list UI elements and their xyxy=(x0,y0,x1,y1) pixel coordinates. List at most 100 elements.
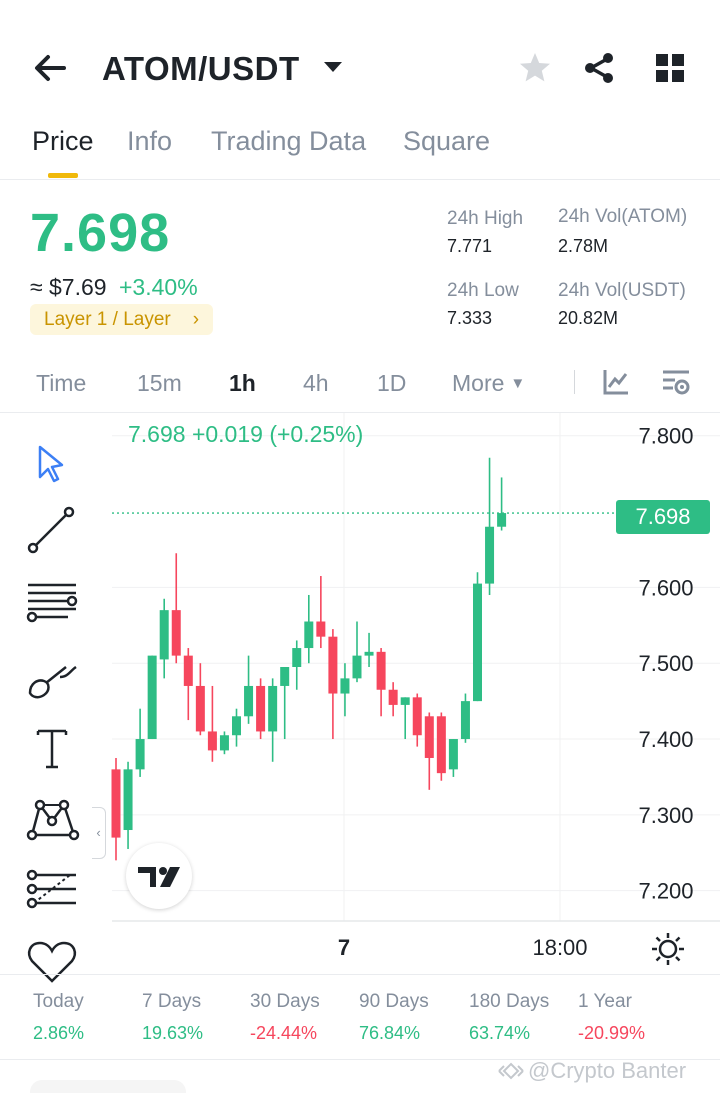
perf-value-7d: 19.63% xyxy=(142,1023,204,1043)
sun-settings-icon[interactable] xyxy=(650,931,686,967)
y-tick-label: 7.200 xyxy=(638,879,693,904)
perf-label-today: Today xyxy=(33,991,84,1012)
perf-label-30d: 30 Days xyxy=(250,991,320,1012)
candle-body xyxy=(147,655,157,740)
interval-15m[interactable]: 15m xyxy=(137,370,182,396)
y-tick-label: 7.400 xyxy=(638,727,693,752)
drawing-toolbar xyxy=(20,413,90,983)
candle-body xyxy=(388,689,398,705)
star-icon[interactable] xyxy=(517,50,553,86)
candle-body xyxy=(424,716,434,758)
tab-trading-data[interactable]: Trading Data xyxy=(211,126,367,156)
usd-price: ≈ $7.69 xyxy=(30,274,107,300)
category-tag[interactable]: Layer 1 / Layer › xyxy=(30,304,214,335)
active-tab-indicator xyxy=(48,173,78,178)
performance-strip: Today 2.86% 7 Days 19.63% 30 Days -24.44… xyxy=(0,974,720,1060)
tab-info[interactable]: Info xyxy=(127,126,173,156)
stat-vol-quote-label: 24h Vol(USDT) xyxy=(558,280,686,301)
candle-body xyxy=(232,716,241,736)
y-tick-label: 7.300 xyxy=(638,803,693,828)
indicator-chart-icon[interactable] xyxy=(600,366,632,398)
interval-more-label: More xyxy=(452,370,505,396)
candle-body xyxy=(207,731,217,751)
brush-icon[interactable] xyxy=(20,649,84,713)
candle-body xyxy=(256,685,266,732)
text-tool-icon[interactable] xyxy=(20,717,84,781)
chart-canvas[interactable]: 7.800 7.600 7.500 7.400 7.300 7.200 7 18:00 xyxy=(0,413,720,973)
last-price-badge: 7.698 xyxy=(616,500,710,534)
interval-4h[interactable]: 4h xyxy=(303,370,329,396)
pattern-tool-icon[interactable] xyxy=(20,787,84,851)
last-price: 7.698 xyxy=(30,203,171,263)
candle-body xyxy=(448,739,458,770)
perf-label-90d: 90 Days xyxy=(359,991,429,1012)
interval-time[interactable]: Time xyxy=(36,370,87,396)
share-icon[interactable] xyxy=(581,50,617,86)
diamond-logo-icon xyxy=(498,1062,524,1080)
candle-body xyxy=(376,651,386,690)
candle-body xyxy=(195,685,205,732)
tradingview-logo-icon xyxy=(126,843,192,909)
back-arrow-icon[interactable] xyxy=(30,52,70,84)
x-tick-label: 18:00 xyxy=(532,935,587,960)
trend-line-icon[interactable] xyxy=(20,499,84,563)
candle-body xyxy=(159,610,169,660)
chart-settings-icon[interactable] xyxy=(660,366,692,398)
candlestick-chart[interactable]: 7.800 7.600 7.500 7.400 7.300 7.200 7 18:00 7.6… xyxy=(0,412,720,983)
candle-body xyxy=(436,716,446,774)
candle-body xyxy=(364,651,374,656)
candle-body xyxy=(244,685,254,717)
candle-body xyxy=(280,667,290,686)
horizontal-lines-icon[interactable] xyxy=(20,571,84,635)
collapse-toolbar-toggle[interactable]: ‹ xyxy=(92,807,106,859)
tab-square[interactable]: Square xyxy=(403,126,491,156)
candle-body xyxy=(292,648,302,667)
caret-down-small-icon: ▼ xyxy=(510,375,526,392)
stat-vol-quote-value: 20.82M xyxy=(558,308,619,328)
x-tick-label: 7 xyxy=(338,935,350,960)
perf-value-30d: -24.44% xyxy=(250,1023,318,1043)
candle-body xyxy=(111,769,121,838)
interval-1d[interactable]: 1D xyxy=(377,370,407,396)
candle-body xyxy=(485,526,495,584)
candle-body xyxy=(171,610,181,656)
watermark-text: @Crypto Banter xyxy=(528,1058,687,1083)
category-tag-label: Layer 1 / Layer xyxy=(44,309,171,330)
candle-body xyxy=(219,735,229,751)
tab-price[interactable]: Price xyxy=(32,126,94,156)
candle-body xyxy=(497,513,507,527)
candle-body xyxy=(412,697,422,736)
perf-value-180d: 63.74% xyxy=(469,1023,531,1043)
y-tick-label: 7.500 xyxy=(638,651,693,676)
candle-body xyxy=(473,583,482,702)
perf-label-180d: 180 Days xyxy=(469,991,550,1012)
candle-body xyxy=(352,655,362,679)
caret-down-icon[interactable] xyxy=(322,60,344,74)
chart-legend: 7.698 +0.019 (+0.25%) xyxy=(128,421,364,447)
stat-high-value: 7.771 xyxy=(447,236,493,256)
perf-label-7d: 7 Days xyxy=(142,991,202,1012)
stat-high-label: 24h High xyxy=(447,208,524,229)
interval-more[interactable]: More ▼ xyxy=(452,370,525,397)
interval-bar: Time 15m 1h 4h 1D More ▼ xyxy=(0,362,720,408)
candle-body xyxy=(304,621,314,649)
stat-vol-base-label: 24h Vol(ATOM) xyxy=(558,206,688,227)
perf-value-1y: -20.99% xyxy=(578,1023,646,1043)
interval-1h[interactable]: 1h xyxy=(229,370,256,396)
trading-pair-title[interactable]: ATOM/USDT xyxy=(102,50,300,87)
chevron-right-icon: › xyxy=(192,309,200,330)
cursor-icon[interactable] xyxy=(20,435,84,499)
price-change-percent: +3.40% xyxy=(119,274,198,300)
grid-menu-icon[interactable] xyxy=(652,50,688,86)
watermark: @Crypto Banter xyxy=(498,1058,686,1084)
candle-body xyxy=(135,739,145,770)
top-bar: ATOM/USDT xyxy=(0,40,720,100)
candle-body xyxy=(316,621,326,637)
perf-label-1y: 1 Year xyxy=(578,991,632,1012)
stat-low-label: 24h Low xyxy=(447,280,519,301)
favorite-heart-icon[interactable] xyxy=(20,929,84,993)
fib-retracement-icon[interactable] xyxy=(20,859,84,923)
candle-body xyxy=(328,636,338,694)
candle-body xyxy=(400,697,410,705)
section-tabs: Price Info Trading Data Square xyxy=(0,120,720,180)
